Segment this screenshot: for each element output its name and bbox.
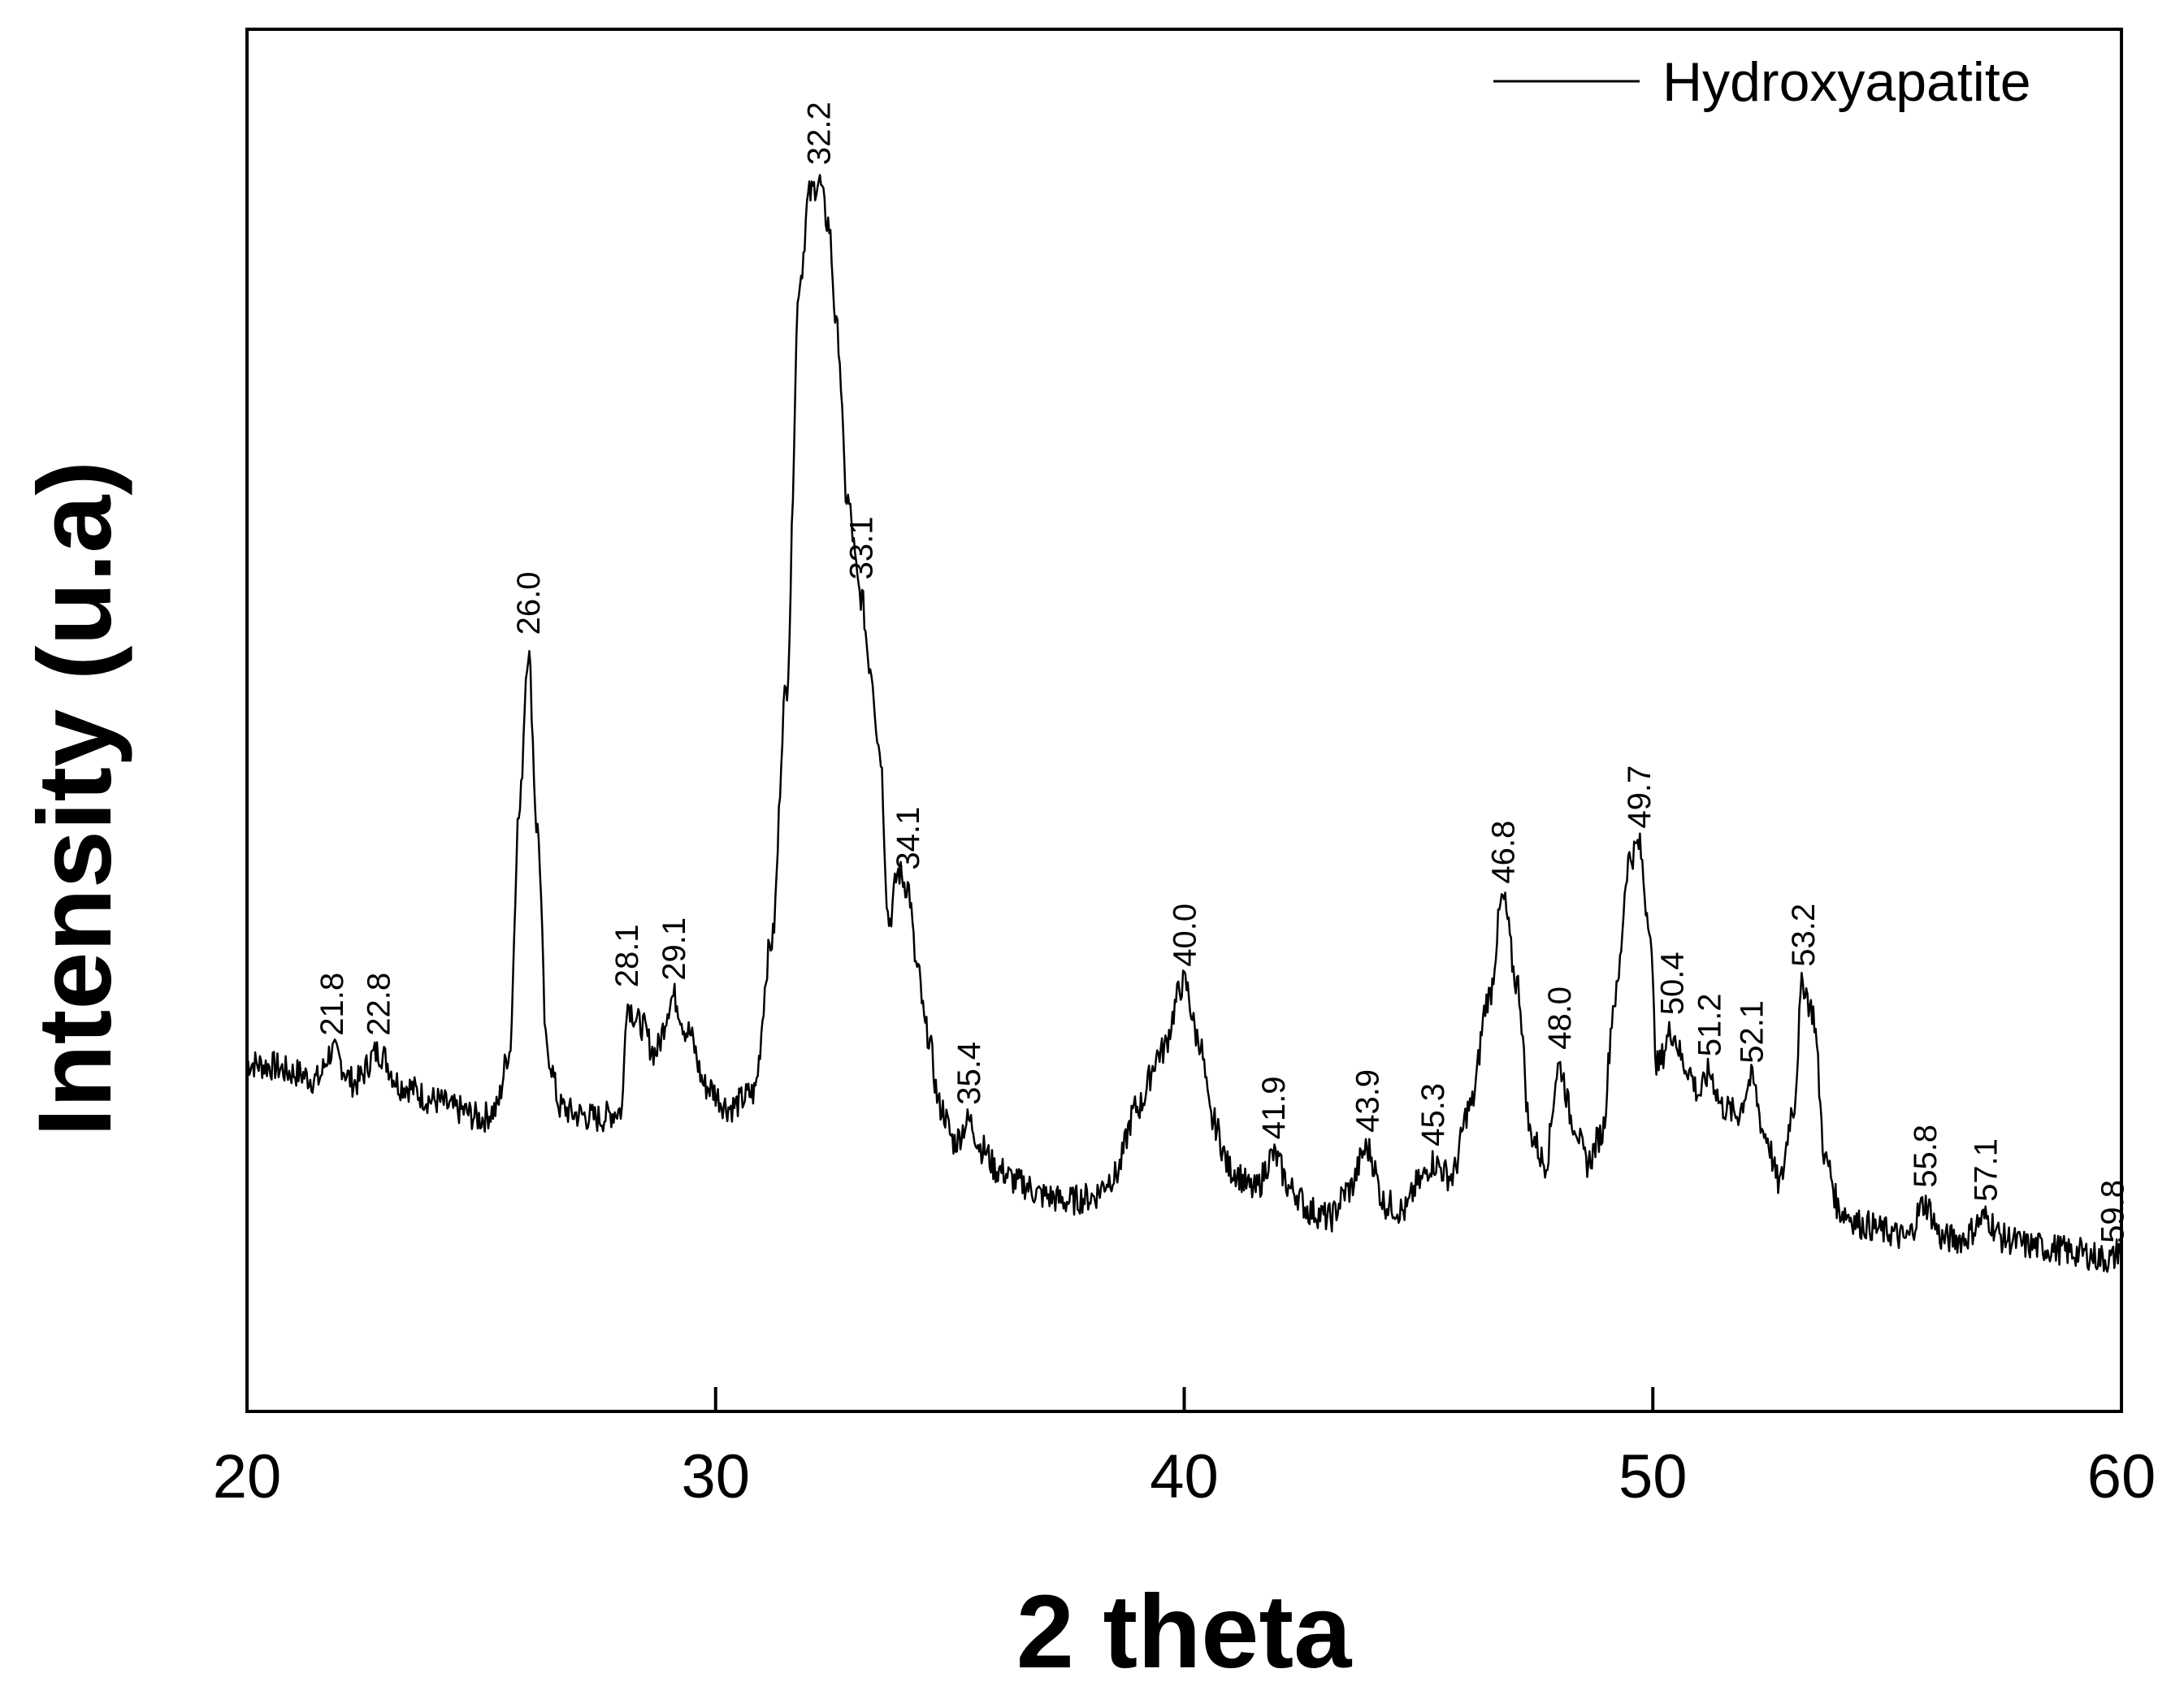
x-tick-label-30: 30 xyxy=(681,1442,750,1511)
x-axis-tick-labels: 20 30 40 50 60 xyxy=(213,1442,2156,1511)
peak-label-28-1: 28.1 xyxy=(609,924,645,987)
plot-frame xyxy=(245,28,2123,1413)
peak-label-55-8: 55.8 xyxy=(1908,1125,1944,1188)
peak-label-52-1: 52.1 xyxy=(1734,1000,1770,1064)
peak-label-50-4: 50.4 xyxy=(1654,952,1690,1015)
peak-label-43-9: 43.9 xyxy=(1350,1069,1385,1133)
x-axis-ticks xyxy=(245,1387,2123,1411)
peak-label-26-0: 26.0 xyxy=(511,572,547,635)
x-tick-label-50: 50 xyxy=(1618,1442,1688,1511)
peak-label-45-3: 45.3 xyxy=(1415,1083,1451,1147)
peak-label-48-0: 48.0 xyxy=(1542,986,1578,1050)
peak-label-51-2: 51.2 xyxy=(1692,993,1728,1056)
peak-label-49-7: 49.7 xyxy=(1622,765,1658,829)
peak-label-35-4: 35.4 xyxy=(951,1042,987,1105)
y-axis-title: Intensity (u.a) xyxy=(17,461,133,1137)
x-tick-label-40: 40 xyxy=(1150,1442,1219,1511)
x-tick-label-20: 20 xyxy=(213,1442,282,1511)
peak-label-21-8: 21.8 xyxy=(314,973,350,1036)
legend-label: Hydroxyapatite xyxy=(1662,51,2031,113)
peak-label-41-9: 41.9 xyxy=(1256,1076,1292,1139)
peak-label-32-2: 32.2 xyxy=(802,102,838,165)
peak-label-57-1: 57.1 xyxy=(1969,1138,2004,1202)
series-line-hydroxyapatite xyxy=(245,174,2123,1273)
x-tick-label-60: 60 xyxy=(2087,1442,2156,1511)
x-axis-title: 2 theta xyxy=(1016,1574,1352,1690)
peak-label-29-1: 29.1 xyxy=(656,917,692,981)
legend: Hydroxyapatite xyxy=(1493,51,2031,113)
peak-label-59-8: 59.8 xyxy=(2095,1180,2131,1243)
peak-label-33-1: 33.1 xyxy=(844,517,880,580)
peak-label-53-2: 53.2 xyxy=(1786,904,1822,967)
peak-label-46-8: 46.8 xyxy=(1486,821,1522,884)
peak-label-34-1: 34.1 xyxy=(890,807,926,870)
peak-labels: 21.8 22.8 26.0 28.1 29.1 32.2 33.1 34.1 35.4 40.0… xyxy=(314,102,2131,1243)
peak-label-40-0: 40.0 xyxy=(1168,904,1203,967)
peak-label-22-8: 22.8 xyxy=(362,973,397,1036)
